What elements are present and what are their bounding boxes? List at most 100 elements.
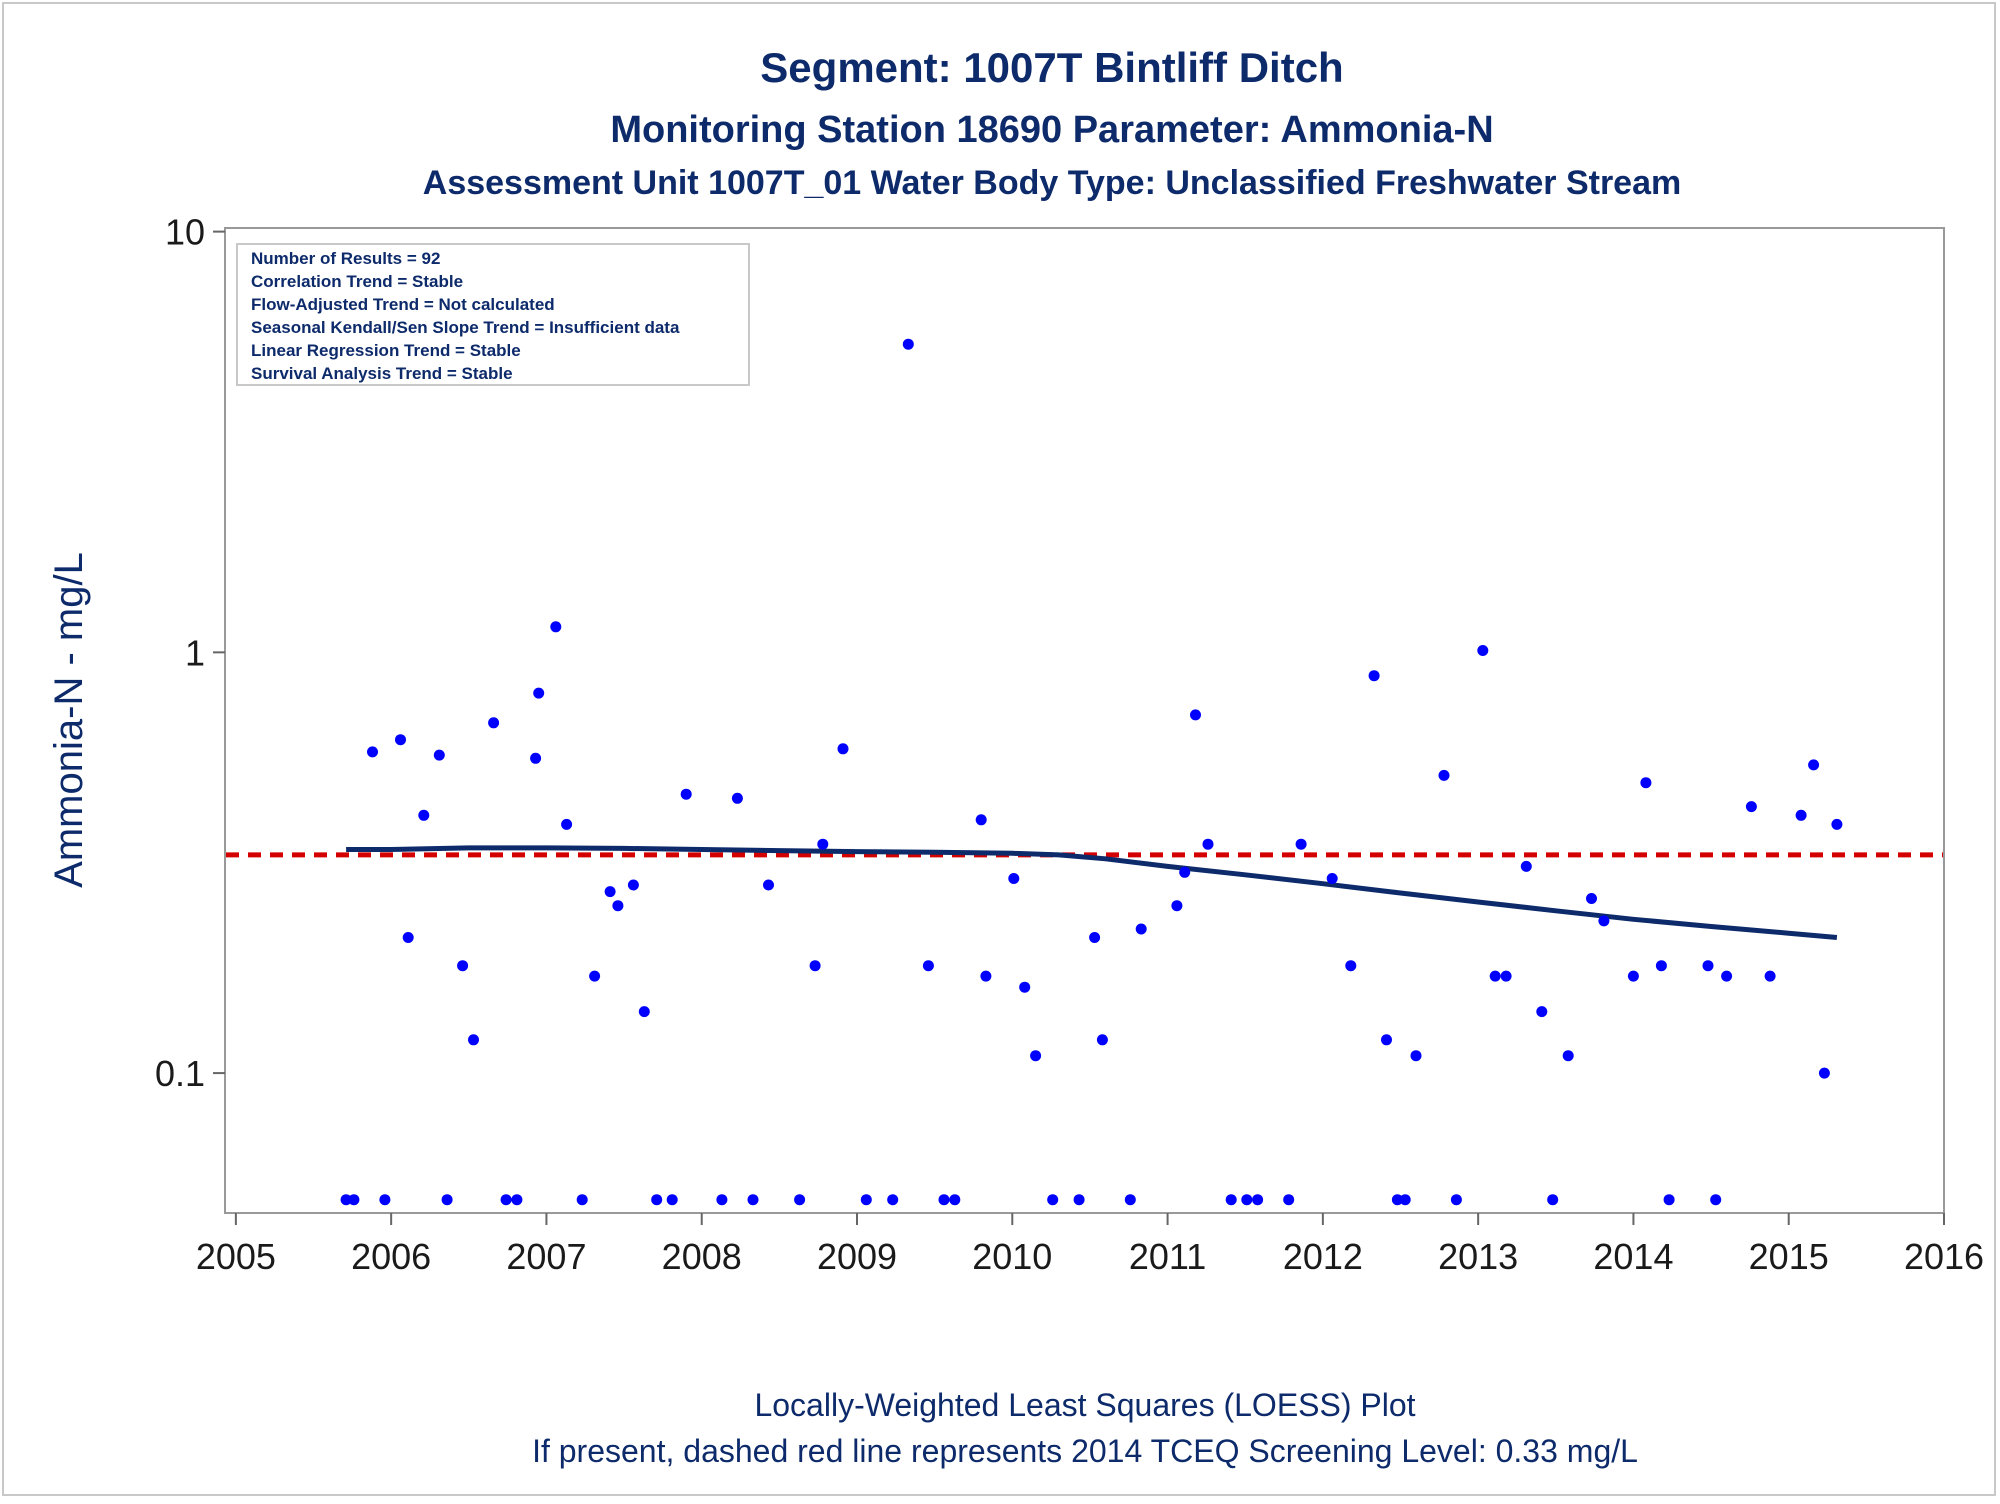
data-point bbox=[340, 1194, 352, 1206]
data-point bbox=[1818, 1067, 1830, 1079]
data-point bbox=[576, 1194, 588, 1206]
data-point bbox=[533, 687, 545, 699]
data-point bbox=[1702, 960, 1714, 972]
data-point bbox=[1030, 1050, 1042, 1062]
x-tick-label: 2014 bbox=[1593, 1236, 1673, 1277]
data-point bbox=[1489, 970, 1501, 982]
data-point bbox=[379, 1194, 391, 1206]
x-tick-label: 2006 bbox=[351, 1236, 431, 1277]
data-point bbox=[809, 960, 821, 972]
footnote-loess: Locally-Weighted Least Squares (LOESS) P… bbox=[754, 1387, 1415, 1423]
data-point bbox=[457, 960, 469, 972]
data-point bbox=[1477, 645, 1489, 656]
data-point bbox=[716, 1194, 728, 1206]
x-tick-label: 2016 bbox=[1904, 1236, 1984, 1277]
data-point bbox=[1008, 873, 1020, 884]
data-point bbox=[612, 900, 624, 912]
data-point bbox=[1808, 759, 1820, 771]
stat-line: Number of Results = 92 bbox=[251, 249, 440, 268]
stat-line: Survival Analysis Trend = Stable bbox=[251, 364, 513, 383]
x-tick-label: 2007 bbox=[506, 1236, 586, 1277]
data-point bbox=[1391, 1194, 1403, 1206]
data-point bbox=[367, 746, 378, 758]
chart-subtitle: Monitoring Station 18690 Parameter: Ammo… bbox=[610, 109, 1493, 151]
data-point bbox=[1745, 801, 1757, 813]
data-point bbox=[794, 1194, 806, 1206]
data-point bbox=[500, 1194, 512, 1206]
data-point bbox=[1536, 1006, 1548, 1018]
data-point bbox=[1721, 970, 1733, 982]
x-tick-label: 2012 bbox=[1283, 1236, 1363, 1277]
chart-subtitle-2: Assessment Unit 1007T_01 Water Body Type… bbox=[423, 164, 1681, 202]
plot-area bbox=[224, 227, 1945, 1214]
data-point bbox=[1795, 809, 1807, 821]
data-point bbox=[511, 1194, 523, 1206]
data-point bbox=[530, 752, 542, 764]
data-point bbox=[395, 734, 406, 746]
x-tick-label: 2010 bbox=[972, 1236, 1052, 1277]
data-point bbox=[1450, 1194, 1462, 1206]
data-point bbox=[441, 1194, 453, 1206]
data-point bbox=[1500, 970, 1512, 982]
data-point bbox=[887, 1194, 899, 1206]
data-point bbox=[468, 1034, 479, 1046]
data-point bbox=[1124, 1194, 1136, 1206]
stat-line: Flow-Adjusted Trend = Not calculated bbox=[251, 295, 555, 314]
x-tick-label: 2008 bbox=[662, 1236, 742, 1277]
data-point bbox=[348, 1194, 360, 1206]
y-tick-label: 0.1 bbox=[155, 1053, 205, 1094]
data-point bbox=[938, 1194, 950, 1206]
footnote-screening: If present, dashed red line represents 2… bbox=[532, 1433, 1638, 1469]
data-point bbox=[433, 749, 445, 761]
data-point bbox=[860, 1194, 872, 1206]
y-tick-label: 10 bbox=[165, 212, 205, 253]
data-point bbox=[488, 717, 500, 729]
data-point bbox=[1438, 769, 1450, 781]
x-tick-label: 2013 bbox=[1438, 1236, 1518, 1277]
data-point bbox=[1241, 1194, 1253, 1206]
data-point bbox=[1710, 1194, 1722, 1206]
chart-title: Segment: 1007T Bintliff Ditch bbox=[760, 44, 1343, 91]
data-point bbox=[1202, 838, 1214, 850]
data-point bbox=[975, 814, 987, 826]
loess-curve bbox=[346, 845, 1838, 940]
data-point bbox=[1547, 1194, 1559, 1206]
data-point bbox=[817, 838, 829, 850]
data-point bbox=[1252, 1194, 1264, 1206]
stat-line: Linear Regression Trend = Stable bbox=[251, 341, 521, 360]
data-point bbox=[1295, 838, 1307, 850]
data-point bbox=[1345, 960, 1357, 972]
data-point bbox=[1073, 1194, 1085, 1206]
data-point bbox=[1225, 1194, 1237, 1206]
data-point bbox=[1326, 873, 1338, 884]
data-point bbox=[763, 879, 774, 891]
data-point bbox=[949, 1194, 961, 1206]
y-tick-label: 1 bbox=[185, 632, 205, 673]
data-point bbox=[1410, 1050, 1422, 1062]
chart-svg: Segment: 1007T Bintliff Ditch Monitoring… bbox=[47, 44, 1984, 1469]
x-axis: 2005 2006 2007 2008 2009 2010 2011 2012 2013 2014… bbox=[196, 1213, 1984, 1277]
data-point bbox=[902, 338, 914, 350]
data-point bbox=[561, 818, 573, 830]
data-point bbox=[1598, 915, 1610, 927]
data-point bbox=[731, 792, 743, 804]
stat-line: Correlation Trend = Stable bbox=[251, 272, 463, 291]
data-point bbox=[1586, 893, 1597, 904]
data-point bbox=[837, 743, 849, 755]
data-point bbox=[1655, 960, 1667, 972]
y-axis-label: Ammonia-N - mg/L bbox=[47, 552, 91, 888]
stat-line: Seasonal Kendall/Sen Slope Trend = Insuf… bbox=[251, 318, 680, 337]
x-tick-label: 2011 bbox=[1129, 1236, 1206, 1277]
data-point bbox=[589, 970, 601, 982]
data-point bbox=[1399, 1194, 1411, 1206]
y-axis: 0.1 1 10 bbox=[155, 212, 225, 1094]
data-points bbox=[340, 338, 1843, 1206]
data-point bbox=[1764, 970, 1776, 982]
data-point bbox=[638, 1006, 650, 1018]
data-point bbox=[1640, 777, 1652, 789]
data-point bbox=[651, 1194, 663, 1206]
data-point bbox=[1368, 670, 1380, 682]
data-point bbox=[402, 932, 414, 943]
data-point bbox=[1520, 860, 1532, 872]
